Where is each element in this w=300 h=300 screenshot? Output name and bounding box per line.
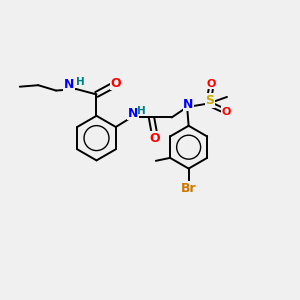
Text: O: O bbox=[110, 76, 121, 90]
Text: Br: Br bbox=[181, 182, 197, 195]
Text: O: O bbox=[149, 132, 160, 145]
Text: N: N bbox=[64, 78, 74, 91]
Text: O: O bbox=[206, 79, 216, 89]
Text: N: N bbox=[183, 98, 194, 111]
Text: H: H bbox=[136, 106, 146, 116]
Text: S: S bbox=[205, 94, 214, 107]
Text: O: O bbox=[222, 106, 231, 116]
Text: H: H bbox=[76, 77, 84, 87]
Text: N: N bbox=[128, 107, 138, 120]
